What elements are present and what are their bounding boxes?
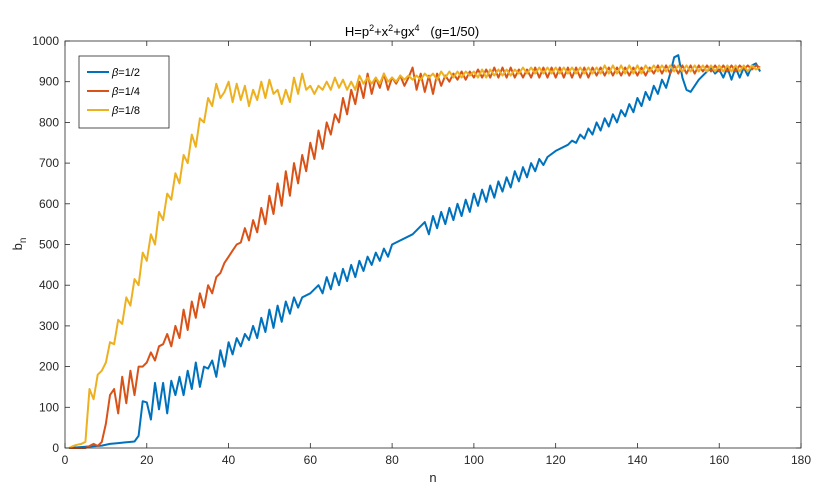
legend-label: β=1/2 bbox=[111, 67, 140, 79]
y-axis-label: bn bbox=[10, 238, 29, 251]
y-tick-label: 400 bbox=[39, 278, 59, 292]
x-tick-label: 100 bbox=[464, 453, 484, 467]
x-tick-label: 80 bbox=[385, 453, 399, 467]
y-tick-label: 300 bbox=[39, 319, 59, 333]
plot-area bbox=[65, 41, 801, 448]
y-tick-label: 100 bbox=[39, 400, 59, 414]
y-tick-label: 500 bbox=[39, 238, 59, 252]
y-axis: 0 100 200 300 400 500 600 700 800 900 1000 bbox=[32, 34, 801, 455]
y-tick-label: 1000 bbox=[32, 34, 59, 48]
y-tick-label: 700 bbox=[39, 156, 59, 170]
x-tick-label: 20 bbox=[140, 453, 154, 467]
legend-label: β=1/8 bbox=[111, 105, 140, 117]
y-tick-label: 200 bbox=[39, 360, 59, 374]
x-axis-label: n bbox=[429, 470, 436, 485]
legend: β=1/2 β=1/4 β=1/8 bbox=[78, 55, 170, 129]
x-tick-label: 120 bbox=[546, 453, 566, 467]
y-tick-label: 0 bbox=[52, 441, 59, 455]
y-tick-label: 600 bbox=[39, 197, 59, 211]
x-axis: 0 20 40 60 80 100 120 140 160 180 bbox=[62, 41, 811, 467]
legend-label: β=1/4 bbox=[111, 86, 140, 98]
series-layer bbox=[68, 54, 761, 449]
y-tick-label: 800 bbox=[39, 115, 59, 129]
series-line-1 bbox=[69, 54, 761, 449]
x-tick-label: 40 bbox=[222, 453, 236, 467]
x-tick-label: 180 bbox=[791, 453, 811, 467]
x-tick-label: 0 bbox=[62, 453, 69, 467]
chart-title: H=p2+x2+gx4 (g=1/50) bbox=[345, 23, 479, 39]
series-line-2 bbox=[69, 64, 761, 449]
y-tick-label: 900 bbox=[39, 75, 59, 89]
x-tick-label: 140 bbox=[627, 453, 647, 467]
legend-items: β=1/2 β=1/4 β=1/8 bbox=[87, 67, 140, 117]
series-line-3 bbox=[68, 64, 761, 449]
x-tick-label: 160 bbox=[709, 453, 729, 467]
x-tick-label: 60 bbox=[304, 453, 318, 467]
